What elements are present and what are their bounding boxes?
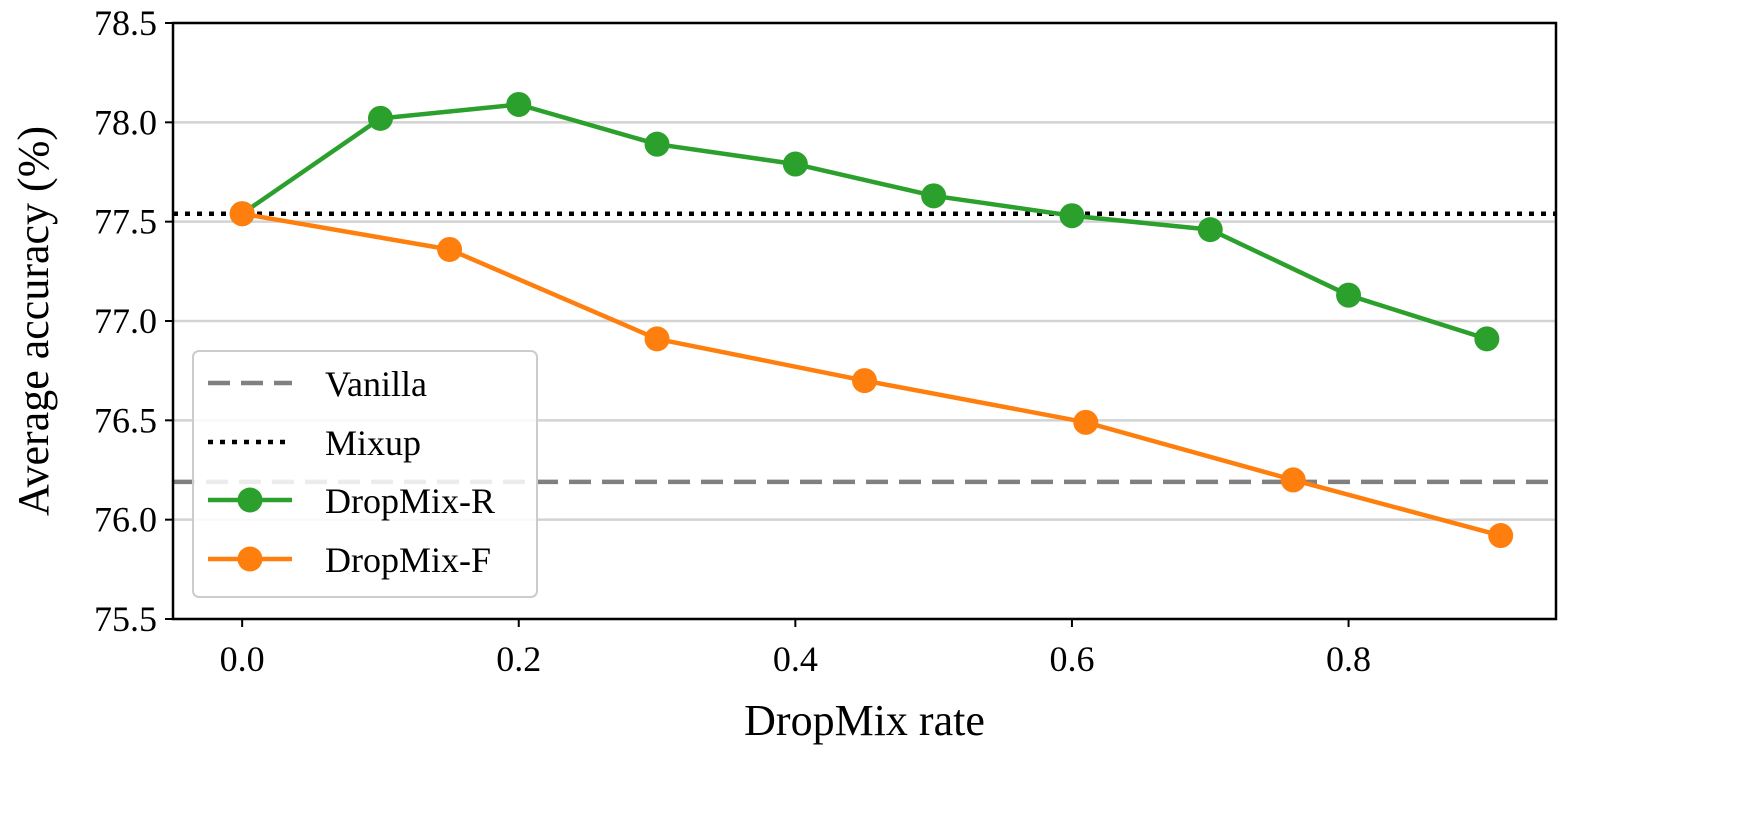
series-layer xyxy=(229,91,1514,549)
data-point-dropmix-r xyxy=(1474,326,1500,352)
y-tick-label: 77.5 xyxy=(94,202,157,242)
legend: Vanilla Mixup DropMix-R DropMix-F xyxy=(192,350,538,598)
data-point-dropmix-f xyxy=(1280,467,1306,493)
data-point-dropmix-f xyxy=(1073,409,1099,435)
legend-vanilla-label: Vanilla xyxy=(325,364,427,404)
data-point-dropmix-r xyxy=(782,151,808,177)
x-tick-label: 0.8 xyxy=(1326,639,1371,679)
data-point-dropmix-r xyxy=(1059,203,1085,229)
data-point-dropmix-r xyxy=(367,105,393,131)
y-axis-label: Average accuracy (%) xyxy=(9,126,58,516)
series-line-dropmix-r xyxy=(240,102,1488,342)
data-point-dropmix-r xyxy=(1197,217,1223,243)
reference-lines xyxy=(173,211,1556,485)
x-axis-label: DropMix rate xyxy=(744,696,985,745)
data-point-dropmix-f xyxy=(852,368,877,394)
y-tick-label: 78.5 xyxy=(94,3,157,43)
data-point-dropmix-r xyxy=(644,131,670,157)
y-tick-label: 78.0 xyxy=(94,102,157,142)
data-point-dropmix-r xyxy=(1336,282,1362,308)
data-point-dropmix-f xyxy=(437,236,463,262)
y-tick-label: 76.0 xyxy=(94,500,157,540)
legend-dropmix-r-marker xyxy=(237,487,263,513)
x-tick-label: 0.4 xyxy=(773,639,818,679)
y-axis-ticks: 75.5 76.0 76.5 77.0 77.5 78.0 78.5 xyxy=(94,3,173,639)
legend-box xyxy=(192,350,538,598)
y-tick-label: 77.0 xyxy=(94,301,157,341)
x-axis-ticks: 0.0 0.2 0.4 0.6 0.8 xyxy=(220,619,1371,679)
x-tick-label: 0.6 xyxy=(1049,639,1094,679)
legend-dropmix-f-label: DropMix-F xyxy=(325,540,491,580)
series-dropmix-r xyxy=(229,91,1500,352)
series-dropmix-f xyxy=(229,201,1514,549)
data-point-dropmix-r xyxy=(506,91,532,117)
data-point-dropmix-f xyxy=(1488,523,1514,549)
y-tick-label: 76.5 xyxy=(94,400,157,440)
legend-dropmix-r-label: DropMix-R xyxy=(325,481,495,521)
legend-dropmix-f-marker xyxy=(237,546,263,572)
data-point-dropmix-f xyxy=(644,326,670,352)
legend-mixup-label: Mixup xyxy=(325,423,421,463)
y-tick-label: 75.5 xyxy=(94,599,157,639)
x-tick-label: 0.2 xyxy=(496,639,541,679)
x-tick-label: 0.0 xyxy=(220,639,265,679)
data-point-dropmix-r xyxy=(921,183,947,209)
data-point-dropmix-f xyxy=(229,201,255,227)
